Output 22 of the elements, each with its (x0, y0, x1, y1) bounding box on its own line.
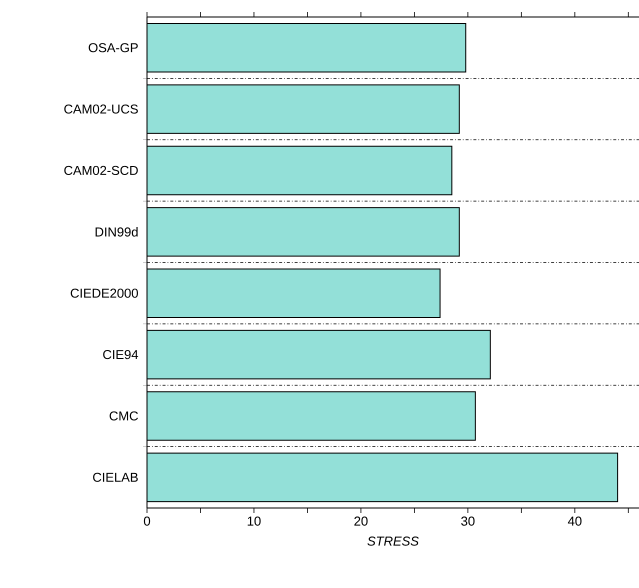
x-tick-label: 0 (144, 516, 150, 526)
y-tick-label: CMC (110, 411, 138, 421)
x-tick-label: 20 (354, 516, 368, 526)
bar (147, 207, 460, 257)
x-axis-title: STRESS (367, 536, 419, 546)
bar (147, 146, 452, 196)
bar (147, 391, 476, 441)
y-tick-label: CIEDE2000 (70, 288, 138, 298)
bar (147, 330, 491, 380)
bar (147, 84, 460, 134)
y-tick-label: CIE94 (103, 350, 138, 360)
bar (147, 452, 618, 502)
y-tick-label: CAM02-UCS (64, 104, 138, 114)
y-tick-label: CAM02-SCD (64, 166, 138, 176)
x-tick-label: 30 (461, 516, 475, 526)
x-tick-label: 40 (568, 516, 582, 526)
bar (147, 22, 466, 72)
y-tick-label: DIN99d (96, 227, 138, 237)
y-tick-label: OSA-GP (88, 43, 138, 52)
bar (147, 268, 441, 318)
x-tick-label: 10 (248, 516, 261, 526)
y-tick-label: CIELAB (93, 472, 138, 482)
